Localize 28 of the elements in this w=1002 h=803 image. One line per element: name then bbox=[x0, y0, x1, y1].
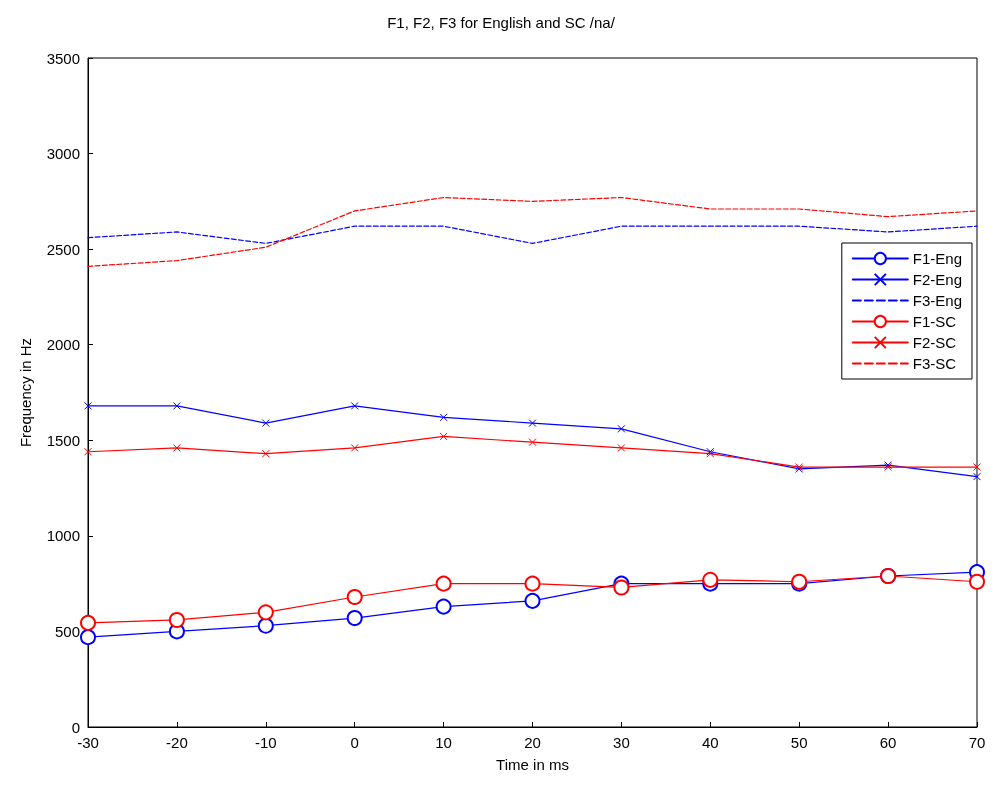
x-tick-label: 60 bbox=[879, 734, 897, 751]
x-tick-label: 30 bbox=[613, 734, 630, 751]
legend-label: F3-SC bbox=[912, 355, 957, 372]
x-tick-label: 40 bbox=[701, 734, 719, 751]
x-tick-label: 50 bbox=[790, 734, 808, 751]
x-tick-label: -10 bbox=[254, 734, 277, 751]
x-tick-label: 0 bbox=[350, 734, 359, 751]
x-tick-label: -30 bbox=[77, 734, 99, 751]
legend-label: F2-Eng bbox=[912, 271, 963, 288]
y-tick-label: 0 bbox=[71, 718, 80, 736]
x-tick-label: 20 bbox=[524, 734, 541, 751]
legend-label: F1-Eng bbox=[912, 250, 963, 267]
y-tick-label: 1000 bbox=[46, 527, 80, 545]
x-tick-label: 10 bbox=[435, 734, 452, 751]
y-tick-label: 2000 bbox=[46, 336, 80, 354]
y-tick-label: 500 bbox=[54, 622, 80, 640]
x-axis-title: Time in ms bbox=[496, 756, 569, 773]
y-tick-label: 2500 bbox=[46, 240, 80, 258]
y-tick-label: 1500 bbox=[46, 431, 80, 449]
legend-label: F1-SC bbox=[912, 313, 957, 330]
y-tick-label: 3000 bbox=[46, 145, 80, 163]
y-tick-label: 3500 bbox=[46, 49, 80, 67]
x-tick-label: 70 bbox=[968, 734, 986, 751]
chart-title: F1, F2, F3 for English and SC /na/ bbox=[387, 14, 616, 31]
legend-label: F2-SC bbox=[912, 334, 957, 351]
x-tick-label: -20 bbox=[166, 734, 188, 751]
legend-label: F3-Eng bbox=[912, 292, 963, 309]
y-axis-title: Frequency in Hz bbox=[17, 337, 34, 448]
